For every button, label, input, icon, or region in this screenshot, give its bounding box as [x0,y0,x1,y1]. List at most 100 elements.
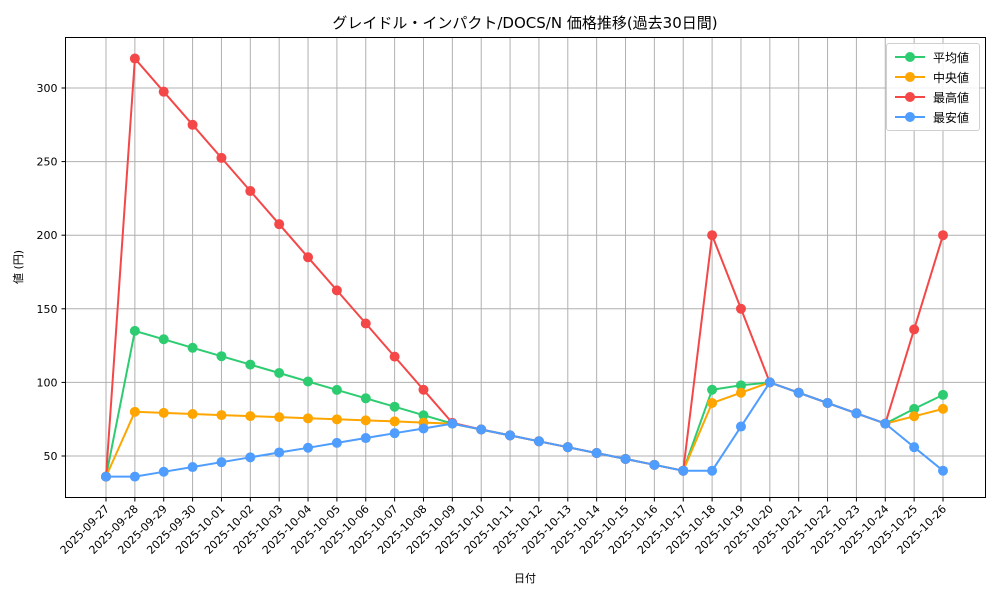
data-point [187,119,198,130]
data-point [129,325,140,336]
grid-lines [65,37,986,498]
data-point [216,152,227,163]
data-point [331,384,342,395]
data-point [158,86,169,97]
data-point [447,418,458,429]
data-point [418,410,429,421]
legend-label: 中央値 [933,71,970,85]
legend-marker-icon [905,72,915,82]
series-lines [101,53,948,482]
legend-label: 最安値 [933,111,970,125]
data-point [735,421,746,432]
series-平均値 [101,325,948,482]
data-point [822,398,833,409]
data-point [389,428,400,439]
data-point [360,393,371,404]
data-point [793,387,804,398]
data-point [707,384,718,395]
legend-label: 平均値 [933,51,970,65]
x-axis-label: 日付 [514,572,536,585]
y-tick-label: 250 [37,156,58,169]
data-point [533,436,544,447]
legend-item: 中央値 [887,67,979,87]
data-point [360,415,371,426]
data-point [158,334,169,345]
data-point [389,416,400,427]
data-point [707,398,718,409]
data-point [735,380,746,391]
data-point [331,285,342,296]
data-point [303,413,314,424]
series-line [105,381,944,478]
data-point [129,471,140,482]
data-point [591,448,602,459]
data-point [331,437,342,448]
data-point [938,230,948,241]
data-point [129,53,140,64]
data-point [909,411,920,422]
data-point [938,465,948,476]
data-point [476,424,487,435]
data-point [938,389,948,400]
y-axis: 50 100 150 200 250 300 [37,82,66,463]
data-point [649,459,660,470]
data-point [274,447,285,458]
data-point [764,377,775,388]
data-point [274,219,285,230]
y-tick-label: 50 [44,450,58,463]
data-point [274,367,285,378]
data-point [418,423,429,434]
data-point [562,442,573,453]
data-point [909,403,920,414]
data-point [158,407,169,418]
legend-marker-icon [905,92,915,102]
data-point [360,433,371,444]
data-point [245,186,256,197]
data-point [389,401,400,412]
series-中央値 [101,377,948,482]
data-point [274,412,285,423]
x-axis: 2025-09-272025-09-282025-09-292025-09-30… [58,497,949,557]
series-最安値 [101,377,948,482]
series-最高値 [101,53,948,482]
data-point [187,462,198,473]
data-point [245,359,256,370]
data-point [851,408,862,419]
series-line [106,381,944,478]
data-point [389,351,400,362]
legend-marker-icon [905,52,915,62]
data-point [735,303,746,314]
series-line [105,56,944,477]
data-point [216,351,227,362]
data-point [418,384,429,395]
y-tick-label: 200 [37,229,58,242]
data-point [187,342,198,353]
y-tick-label: 150 [37,303,58,316]
legend-marker-icon [905,112,915,122]
chart-title: グレイドル・インパクト/DOCS/N 価格推移(過去30日間) [332,14,718,32]
data-point [303,252,314,263]
data-point [938,403,948,414]
data-point [331,414,342,425]
data-point [245,452,256,463]
data-point [187,409,198,420]
legend-item: 平均値 [887,47,979,67]
data-point [101,471,111,482]
data-point [216,457,227,468]
y-tick-label: 100 [37,376,58,389]
data-point [909,442,920,453]
legend-label: 最高値 [933,91,970,105]
data-point [216,410,227,421]
data-point [909,324,920,335]
data-point [505,430,516,441]
data-point [158,466,169,477]
data-point [245,411,256,422]
y-axis-label: 値 (円) [12,250,25,284]
data-point [360,318,371,329]
data-point [303,376,314,387]
data-point [303,442,314,453]
data-point [620,453,631,464]
data-point [129,406,140,417]
legend-item: 最高値 [887,87,979,107]
